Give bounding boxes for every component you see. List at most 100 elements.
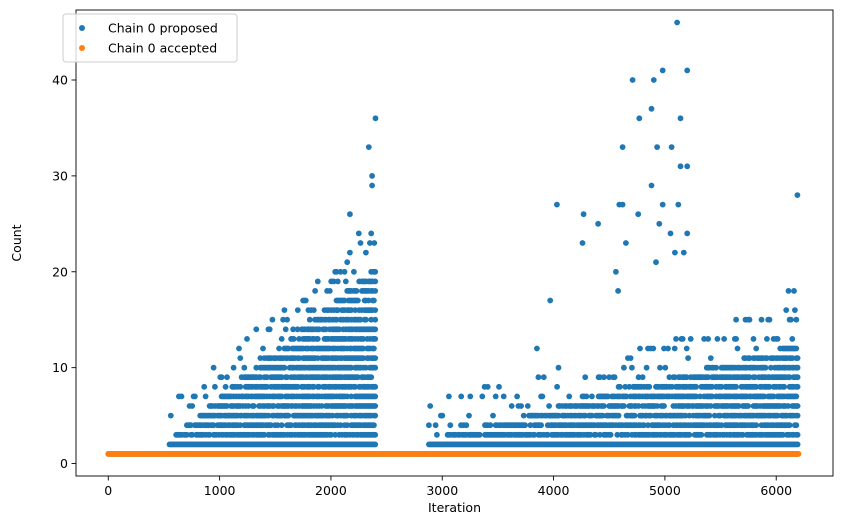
proposed-point <box>427 403 434 409</box>
proposed-point <box>626 383 633 390</box>
proposed-point <box>284 316 290 323</box>
proposed-point <box>793 422 800 429</box>
proposed-point <box>237 355 244 361</box>
proposed-point <box>314 336 321 342</box>
proposed-point <box>334 307 341 313</box>
proposed-point <box>614 431 621 438</box>
proposed-point <box>368 374 375 381</box>
proposed-point <box>683 345 690 352</box>
proposed-point <box>212 383 218 390</box>
proposed-point <box>629 77 636 83</box>
legend-marker-accepted <box>79 45 85 51</box>
proposed-point <box>746 355 753 361</box>
proposed-point <box>671 374 678 381</box>
proposed-point <box>746 374 753 381</box>
proposed-point <box>439 412 446 419</box>
proposed-point <box>538 422 544 429</box>
proposed-point <box>341 297 348 304</box>
proposed-point <box>244 336 250 342</box>
proposed-point <box>623 240 629 246</box>
proposed-point <box>365 144 372 151</box>
proposed-point <box>355 374 361 381</box>
proposed-point <box>714 336 721 342</box>
proposed-point <box>344 412 351 419</box>
legend-box <box>62 13 238 63</box>
proposed-point <box>245 403 252 409</box>
proposed-point <box>316 326 322 333</box>
proposed-point <box>265 412 272 419</box>
proposed-point <box>752 374 758 381</box>
proposed-point <box>508 403 515 409</box>
proposed-point <box>348 364 355 371</box>
proposed-point <box>264 374 270 381</box>
proposed-point <box>656 220 663 227</box>
proposed-point <box>372 288 379 294</box>
legend-label-proposed: Chain 0 proposed <box>108 21 218 36</box>
proposed-point <box>625 431 631 438</box>
proposed-point <box>337 422 344 429</box>
proposed-point <box>360 345 367 352</box>
proposed-point <box>607 431 614 438</box>
proposed-point <box>285 345 292 352</box>
proposed-point <box>645 422 651 429</box>
proposed-point <box>659 67 666 74</box>
proposed-point <box>654 403 661 409</box>
proposed-point <box>241 364 248 371</box>
proposed-point <box>539 393 546 400</box>
proposed-point <box>735 403 742 409</box>
proposed-point <box>312 288 318 294</box>
proposed-point <box>793 316 800 323</box>
proposed-point <box>794 355 801 361</box>
proposed-point <box>721 336 727 342</box>
proposed-point <box>369 173 375 179</box>
proposed-point <box>653 259 659 266</box>
proposed-point <box>785 288 792 294</box>
proposed-point <box>580 211 587 218</box>
proposed-point <box>360 355 367 361</box>
proposed-point <box>680 249 687 256</box>
proposed-point <box>774 412 781 419</box>
proposed-point <box>260 345 266 352</box>
proposed-point <box>276 345 282 352</box>
proposed-point <box>372 326 379 333</box>
proposed-point <box>253 326 260 333</box>
proposed-point <box>344 393 351 400</box>
proposed-point <box>294 326 301 333</box>
legend-marker-proposed <box>79 25 85 31</box>
proposed-point <box>587 431 594 438</box>
proposed-point <box>597 374 603 381</box>
proposed-point <box>554 383 560 390</box>
proposed-point <box>360 336 367 342</box>
proposed-point <box>739 431 746 438</box>
x-tick-label: 1000 <box>204 483 236 498</box>
proposed-point <box>794 374 801 381</box>
proposed-point <box>544 431 551 438</box>
proposed-point <box>555 364 562 371</box>
proposed-point <box>641 422 647 429</box>
proposed-point <box>650 77 657 83</box>
proposed-point <box>371 345 377 352</box>
proposed-point <box>344 422 351 429</box>
proposed-point <box>329 412 336 419</box>
proposed-point <box>693 383 699 390</box>
proposed-point <box>665 345 671 352</box>
proposed-point <box>709 383 715 390</box>
proposed-point <box>788 316 794 323</box>
proposed-point <box>686 412 693 419</box>
proposed-point <box>677 163 684 170</box>
proposed-point <box>766 316 773 323</box>
proposed-point <box>237 422 244 429</box>
proposed-point <box>368 230 375 237</box>
proposed-point <box>639 374 646 381</box>
proposed-point <box>290 336 297 342</box>
proposed-point <box>514 393 520 400</box>
proposed-point <box>582 412 589 419</box>
x-tick-label: 2000 <box>315 483 347 498</box>
proposed-point <box>684 163 691 170</box>
proposed-point <box>583 393 590 400</box>
proposed-point <box>322 326 329 333</box>
proposed-point <box>372 412 379 419</box>
proposed-point <box>201 383 208 390</box>
proposed-point <box>344 259 351 266</box>
proposed-point <box>281 364 288 371</box>
